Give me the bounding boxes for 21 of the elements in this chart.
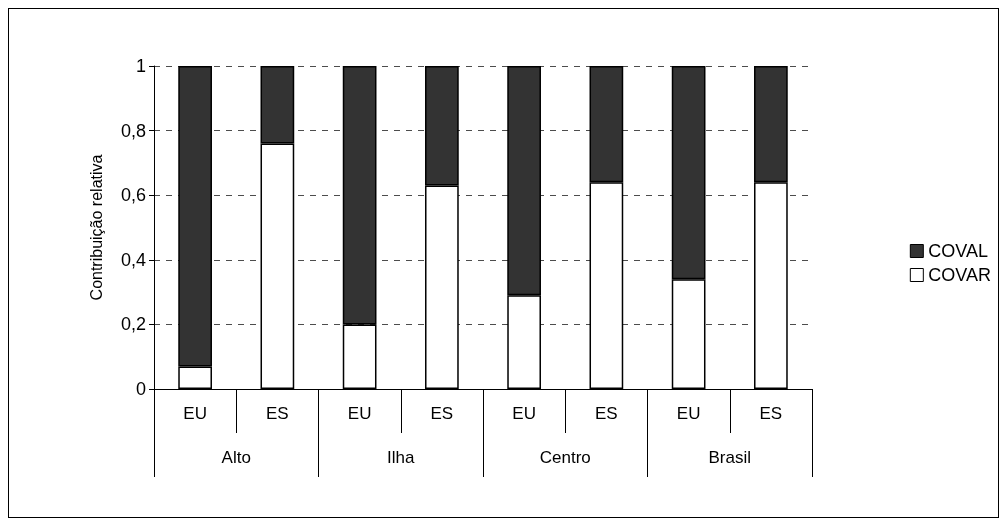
- x-tick-label: ES: [595, 404, 618, 423]
- y-axis-title: Contribuição relativa: [87, 154, 105, 301]
- y-tick-label: 1: [135, 56, 146, 76]
- legend-label: COVAL: [928, 241, 989, 261]
- x-tick-label: EU: [347, 404, 372, 423]
- y-tick-label: 0,8: [120, 120, 146, 141]
- x-tick-label: EU: [183, 404, 207, 423]
- y-tick-label: 0: [135, 379, 146, 399]
- text: Brasil: [708, 448, 752, 467]
- text: Centro: [539, 448, 591, 467]
- text: Alto: [221, 448, 251, 467]
- y-tick-label: 0,2: [120, 314, 146, 335]
- x-tick-label: ES: [430, 404, 454, 423]
- y-tick-label: 0,6: [120, 185, 146, 206]
- x-tick-label: ES: [759, 404, 783, 423]
- legend-label: COVAR: [928, 265, 992, 285]
- x-tick-label: EU: [676, 404, 701, 423]
- y-tick-label: 0,4: [120, 249, 146, 270]
- x-tick-label: ES: [266, 404, 289, 423]
- text: Ilha: [387, 448, 415, 467]
- x-tick-label: EU: [512, 404, 536, 423]
